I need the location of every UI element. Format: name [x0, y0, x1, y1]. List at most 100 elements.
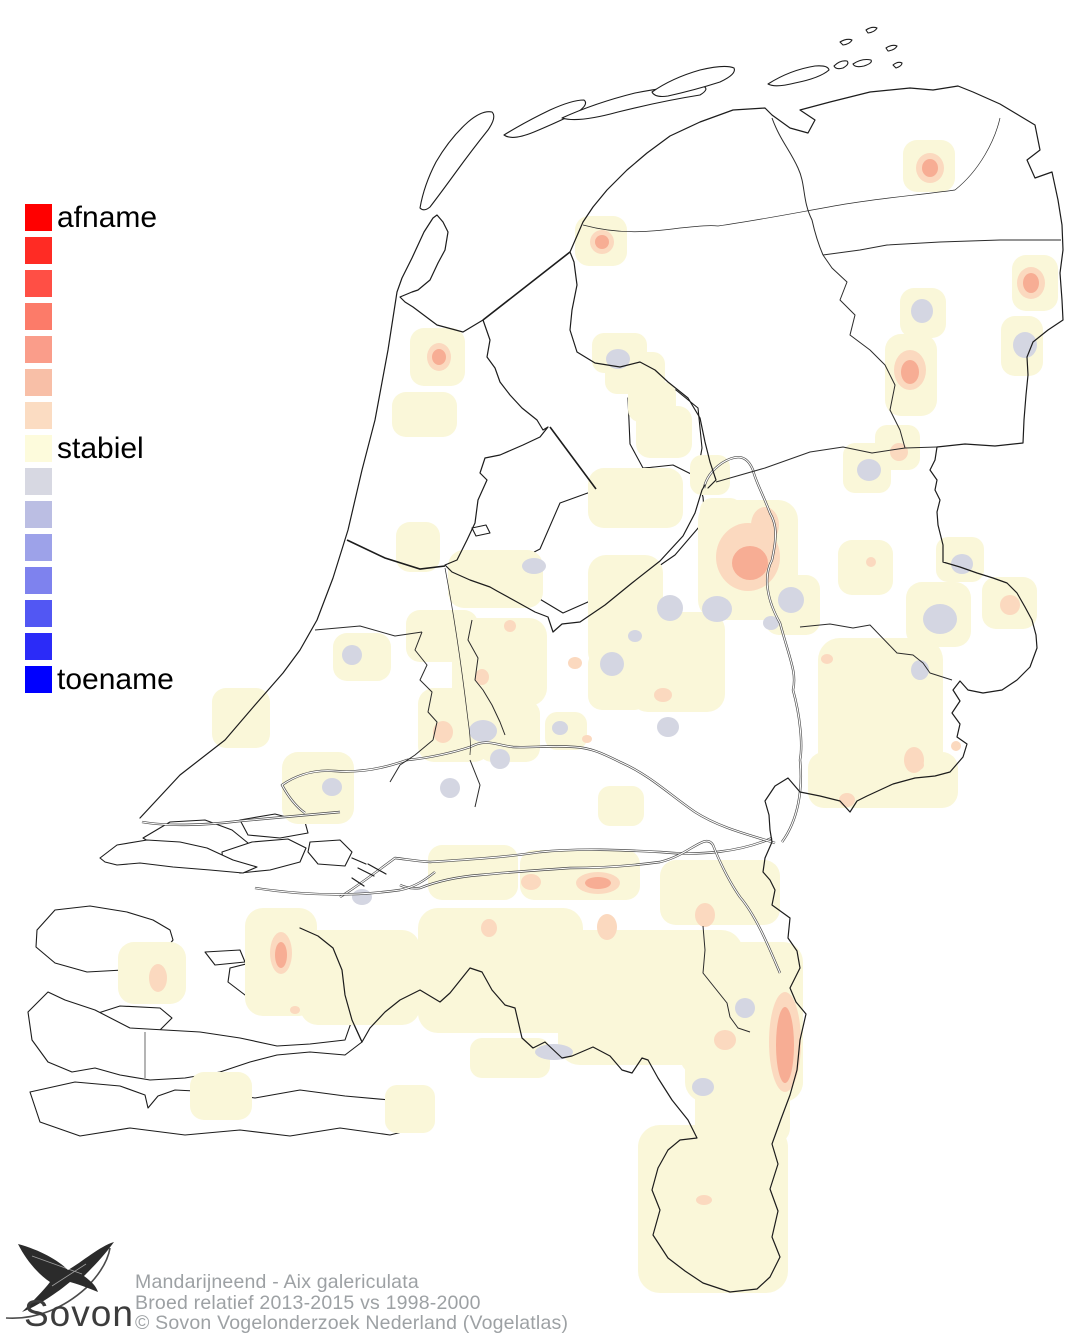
islet	[839, 38, 853, 46]
map-shape	[660, 860, 780, 925]
map-shape	[951, 554, 973, 574]
species-title: Mandarijneend - Aix galericulata	[135, 1271, 419, 1293]
legend-swatch-0	[25, 204, 52, 231]
decrease-blobs	[149, 153, 1045, 1205]
map-shape	[396, 522, 440, 572]
map-shape	[923, 604, 957, 634]
map-shape	[322, 778, 342, 796]
map-shape	[628, 630, 642, 642]
map-shape	[951, 741, 961, 751]
legend-swatch-3	[25, 303, 52, 330]
map-shape	[342, 645, 362, 665]
map-shape	[776, 1007, 794, 1083]
map-shape	[475, 669, 489, 685]
map-shape	[822, 239, 1061, 256]
map-shape	[922, 159, 938, 177]
noordzeekanaal	[346, 539, 446, 570]
map-shape	[469, 759, 481, 808]
legend-swatch-11	[25, 567, 52, 594]
map-shape	[866, 557, 876, 567]
map-shape	[857, 459, 881, 481]
map-shape	[469, 720, 497, 742]
map-shape	[520, 850, 640, 900]
legend-swatch-9	[25, 501, 52, 528]
footer: Mandarijneend - Aix galericulata Broed r…	[135, 1272, 568, 1334]
map-shape	[654, 688, 672, 702]
island-schiermonnikoog	[767, 65, 830, 87]
map-shape	[414, 631, 438, 741]
map-shape	[702, 596, 732, 622]
map-shape	[597, 914, 617, 940]
map-shape	[838, 540, 893, 595]
map-shape	[190, 1072, 252, 1120]
map-shape	[657, 595, 683, 621]
map-shape	[428, 845, 518, 900]
map-shape	[588, 468, 683, 528]
map-shape	[598, 786, 644, 826]
map-shape	[901, 360, 919, 384]
legend-label-increase: toename	[57, 663, 174, 696]
map-shape	[467, 619, 506, 736]
map-shape	[822, 254, 906, 449]
island-marken	[471, 524, 491, 537]
island-ameland	[651, 65, 735, 98]
map-shape	[568, 657, 582, 669]
legend-swatch-1	[25, 237, 52, 264]
map-shape	[481, 919, 497, 937]
map-shape	[692, 1078, 714, 1096]
peninsula-walcheren-beveland	[27, 991, 363, 1081]
map-shape	[582, 735, 592, 743]
map-shape	[149, 964, 167, 992]
map-shape	[432, 349, 446, 365]
legend-swatch-6	[25, 402, 52, 429]
map-shape	[418, 688, 490, 762]
map-shape	[521, 874, 541, 890]
islet	[885, 44, 898, 52]
map-shape	[490, 749, 510, 769]
map-shape	[638, 1125, 788, 1293]
sovon-logo: Sovon	[5, 1242, 133, 1334]
map-shape	[470, 1038, 550, 1078]
map-shape	[300, 930, 420, 1025]
map-shape	[290, 1006, 300, 1014]
map-shape	[535, 1044, 573, 1060]
map-shape	[606, 349, 630, 369]
map-shape	[1000, 595, 1020, 615]
map-shape	[389, 739, 434, 783]
map-shape	[839, 793, 855, 807]
map-shape	[808, 752, 958, 808]
legend-swatch-12	[25, 600, 52, 627]
islet	[892, 61, 903, 69]
map-shape	[715, 446, 938, 483]
map-shape	[585, 877, 611, 889]
map-shape	[695, 903, 715, 927]
legend-swatch-5	[25, 369, 52, 396]
map-shape	[254, 871, 436, 895]
island-goeree	[99, 839, 258, 874]
map-shape	[600, 652, 624, 676]
map-shape	[1023, 273, 1039, 293]
legend-swatch-2	[25, 270, 52, 297]
coast-holland	[139, 214, 706, 819]
map-shape	[714, 1030, 736, 1050]
map-shape	[448, 550, 543, 608]
map-shape	[440, 778, 460, 798]
map-shape	[212, 688, 270, 748]
map-shape	[595, 235, 609, 249]
island-texel	[419, 111, 495, 211]
stable-blobs	[118, 140, 1058, 1293]
coast-northeast-and-borders	[299, 85, 1064, 1293]
map-shape	[314, 625, 423, 637]
map-shape	[385, 1085, 435, 1133]
map-shape	[702, 925, 751, 1033]
map-shape	[911, 299, 933, 323]
island-st-philipsland	[204, 949, 246, 966]
map-shape	[954, 117, 1001, 191]
map-shape	[352, 889, 372, 905]
map-shape	[778, 587, 804, 613]
map-shape	[657, 717, 679, 737]
swallow-mesh-icon	[31, 1255, 87, 1287]
islet	[865, 26, 878, 34]
map-shape	[906, 759, 924, 771]
legend-swatch-13	[25, 633, 52, 660]
